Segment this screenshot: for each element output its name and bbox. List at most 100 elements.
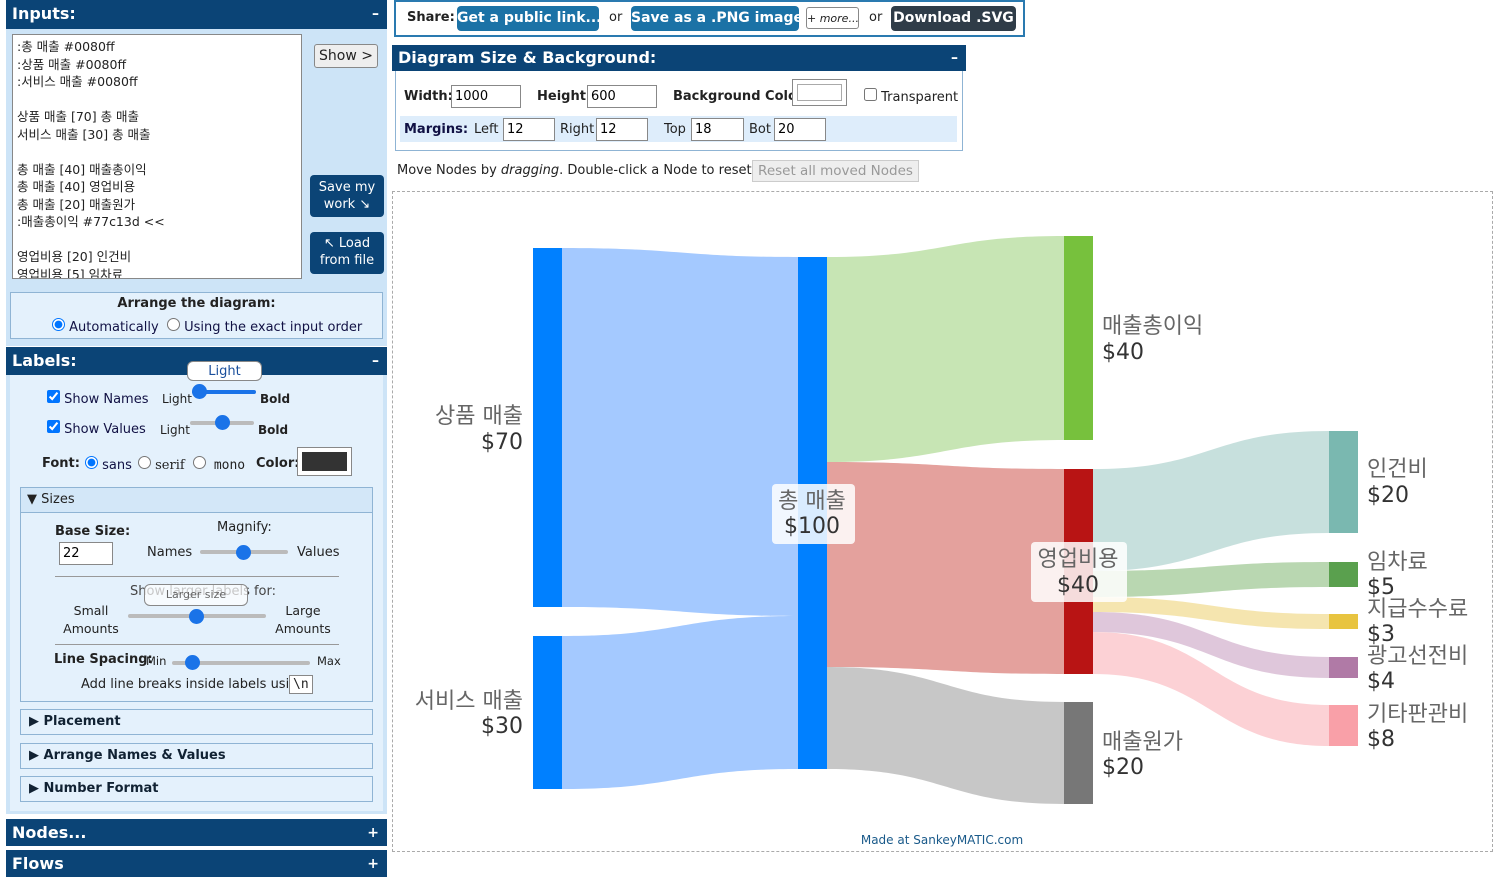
section-header[interactable]: ▶ Arrange Names & Values: [20, 743, 373, 769]
slider-min: Light: [162, 392, 192, 406]
node-name: 매출총이익: [1102, 314, 1203, 339]
radio[interactable]: [52, 318, 65, 331]
text: . Double-click a Node to reset, or:: [559, 163, 778, 178]
flow: [562, 248, 798, 616]
node: [533, 248, 562, 607]
size-header[interactable]: Diagram Size & Background: –: [392, 45, 966, 71]
slider-thumb[interactable]: [192, 384, 207, 399]
toggle[interactable]: –: [372, 353, 379, 369]
flows-header[interactable]: Flows +: [6, 850, 387, 877]
section-header[interactable]: ▶ Placement: [20, 709, 373, 735]
share-box: [394, 0, 1025, 37]
margin-label: Right: [560, 122, 595, 137]
node: [1329, 657, 1358, 678]
width-label: Width:: [404, 89, 453, 104]
line-breaks-label: Add line breaks inside labels using: [81, 677, 306, 692]
node-value: $4: [1367, 669, 1395, 694]
transparent-option[interactable]: Transparent: [864, 88, 958, 105]
slider-thumb[interactable]: [189, 609, 204, 624]
radio[interactable]: [85, 456, 98, 469]
arrange-option[interactable]: Automatically: [52, 318, 159, 335]
load-button[interactable]: ↖ Load from file: [310, 232, 384, 274]
checkbox[interactable]: [47, 420, 60, 433]
section-header[interactable]: ▶ Number Format: [20, 776, 373, 802]
diagram-frame: [392, 191, 1493, 852]
node-name: 임차료: [1367, 550, 1428, 575]
margin-input[interactable]: [691, 118, 744, 141]
node-name: 인건비: [1367, 457, 1428, 482]
tooltip: Larger size: [144, 584, 248, 606]
slider-thumb[interactable]: [185, 655, 200, 670]
option-label: serif: [155, 458, 185, 473]
small-label: Small Amounts: [63, 603, 119, 636]
base-size-input[interactable]: [59, 542, 113, 565]
node-name: 매출원가: [1102, 730, 1183, 755]
margin-input[interactable]: [774, 118, 826, 141]
slider-thumb[interactable]: [236, 545, 251, 560]
header-title: Diagram Size & Background:: [398, 48, 657, 67]
margin-label: Top: [664, 122, 686, 137]
label-backdrop: [1031, 542, 1127, 602]
show-button[interactable]: Show >: [314, 44, 378, 68]
toggle[interactable]: –: [372, 6, 379, 22]
background-label: Background Color:: [673, 89, 809, 104]
show-values[interactable]: Show Values: [47, 420, 146, 437]
or-text: or: [869, 10, 883, 25]
script-textarea[interactable]: :총 매출 #0080ff:상품 매출 #0080ff:서비스 매출 #0080…: [12, 34, 302, 279]
node-name: 총 매출: [778, 489, 846, 514]
toggle[interactable]: +: [367, 825, 379, 841]
node-value: $70: [481, 430, 523, 455]
flow: [827, 667, 1064, 804]
margin-input[interactable]: [503, 118, 555, 141]
font-option[interactable]: serif: [138, 456, 185, 473]
node-value: $3: [1367, 622, 1395, 647]
width-input[interactable]: [451, 85, 521, 108]
show-names[interactable]: Show Names: [47, 390, 148, 407]
flow: [1093, 597, 1329, 629]
slider-track: [172, 661, 310, 665]
script-line: :총 매출 #0080ff: [17, 39, 115, 54]
label-backdrop: [772, 484, 855, 544]
arrange-option[interactable]: Using the exact input order: [167, 318, 362, 335]
svg-button[interactable]: Download .SVG: [891, 6, 1016, 31]
node-name: 상품 매출: [435, 404, 523, 429]
font-option[interactable]: mono: [193, 456, 245, 473]
node-name: 광고선전비: [1367, 644, 1468, 669]
script-line: 총 매출 [40] 영업비용: [17, 179, 136, 194]
node: [533, 636, 562, 789]
bg-color-picker[interactable]: [792, 79, 847, 106]
height-input[interactable]: [587, 85, 657, 108]
color-picker[interactable]: [297, 447, 352, 476]
inputs-header[interactable]: Inputs: –: [6, 0, 387, 29]
toggle[interactable]: –: [951, 50, 958, 66]
node-value: $20: [1102, 755, 1144, 780]
nodes-header[interactable]: Nodes... +: [6, 819, 387, 846]
code: \n: [289, 675, 313, 694]
png-button[interactable]: Save as a .PNG image: [631, 6, 803, 31]
script-line: :서비스 매출 #0080ff: [17, 74, 138, 89]
font-option[interactable]: sans: [85, 456, 132, 473]
save-button[interactable]: Save my work ↘: [310, 175, 384, 217]
slider-thumb[interactable]: [215, 415, 230, 430]
toggle[interactable]: +: [367, 856, 379, 872]
checkbox[interactable]: [47, 390, 60, 403]
radio[interactable]: [167, 318, 180, 331]
node: [1064, 236, 1093, 440]
public-link-button[interactable]: Get a public link...: [457, 6, 601, 31]
flow: [562, 616, 798, 789]
radio[interactable]: [193, 456, 206, 469]
slider-max: Bold: [258, 423, 289, 437]
margins-row: [400, 116, 957, 142]
margin-input[interactable]: [596, 118, 648, 141]
reset-button[interactable]: Reset all moved Nodes: [752, 160, 919, 182]
node: [1329, 705, 1358, 746]
node: [1064, 702, 1093, 804]
more-button[interactable]: + more...: [806, 7, 859, 29]
radio[interactable]: [138, 456, 151, 469]
sizes-header[interactable]: ▼ Sizes: [21, 488, 372, 513]
checkbox[interactable]: [864, 88, 877, 101]
font-label: Font:: [42, 456, 80, 471]
node-value: $30: [481, 714, 523, 739]
flow: [1093, 612, 1329, 678]
